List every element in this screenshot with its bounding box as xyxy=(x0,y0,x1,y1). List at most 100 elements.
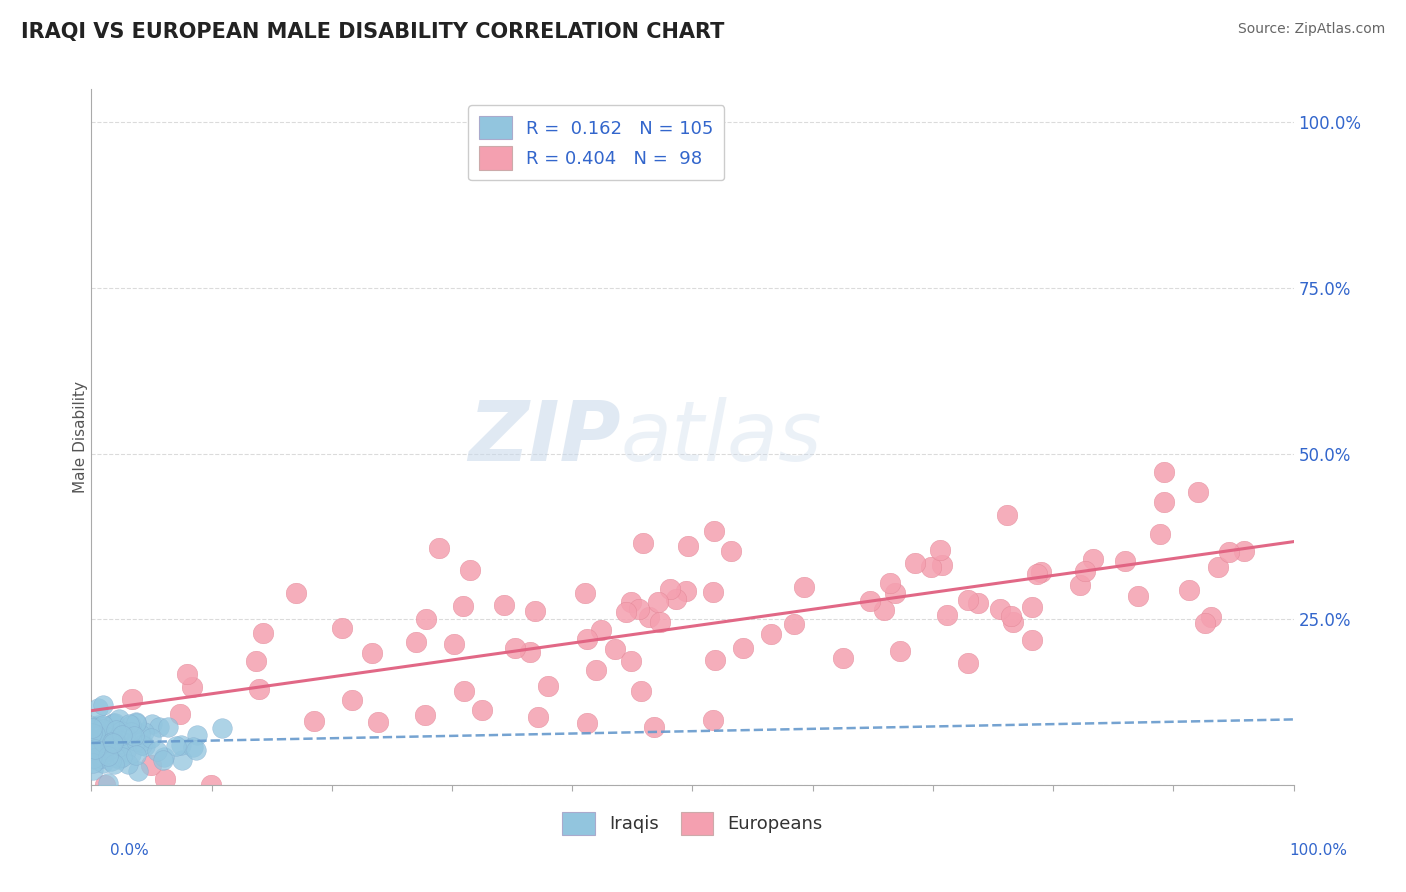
Point xyxy=(1001,615,1024,629)
Point xyxy=(110,723,132,738)
Point xyxy=(245,654,267,668)
Point xyxy=(956,592,979,607)
Point xyxy=(614,605,637,619)
Point xyxy=(1153,495,1175,509)
Point xyxy=(1029,566,1052,580)
Point xyxy=(330,621,353,635)
Point xyxy=(96,730,118,744)
Point xyxy=(211,721,233,735)
Point xyxy=(702,584,724,599)
Point xyxy=(1187,484,1209,499)
Point xyxy=(97,748,120,763)
Point xyxy=(630,684,652,698)
Point xyxy=(988,602,1011,616)
Point xyxy=(503,641,526,656)
Point xyxy=(125,716,148,731)
Point xyxy=(127,764,149,779)
Point xyxy=(665,591,688,606)
Point xyxy=(1069,577,1091,591)
Point xyxy=(1073,565,1095,579)
Point xyxy=(415,612,437,626)
Point xyxy=(93,735,115,749)
Point xyxy=(576,632,599,646)
Point xyxy=(91,718,114,732)
Point xyxy=(84,721,107,735)
Point xyxy=(84,733,107,747)
Point xyxy=(86,741,108,756)
Point xyxy=(82,725,104,739)
Point xyxy=(832,651,855,665)
Point xyxy=(104,716,127,731)
Point xyxy=(1126,589,1149,603)
Point xyxy=(97,776,120,790)
Point xyxy=(519,644,541,658)
Text: 0.0%: 0.0% xyxy=(110,843,149,858)
Point xyxy=(620,595,643,609)
Point xyxy=(121,691,143,706)
Point xyxy=(413,708,436,723)
Point xyxy=(86,753,108,767)
Point xyxy=(731,640,754,655)
Point xyxy=(89,749,111,764)
Point xyxy=(82,731,104,746)
Point xyxy=(91,749,114,764)
Point xyxy=(108,752,131,766)
Text: 100.0%: 100.0% xyxy=(1289,843,1347,858)
Point xyxy=(90,743,112,757)
Point xyxy=(80,718,103,732)
Point xyxy=(84,743,107,757)
Point xyxy=(91,756,114,770)
Point xyxy=(603,642,626,657)
Point xyxy=(93,729,115,743)
Point xyxy=(783,616,806,631)
Point xyxy=(1206,560,1229,574)
Point xyxy=(872,602,894,616)
Point xyxy=(1021,632,1043,647)
Point xyxy=(94,778,117,792)
Point xyxy=(101,735,124,749)
Point xyxy=(492,598,515,612)
Point xyxy=(1201,609,1223,624)
Legend: Iraqis, Europeans: Iraqis, Europeans xyxy=(555,805,830,842)
Point xyxy=(1021,599,1043,614)
Point xyxy=(108,725,131,739)
Point xyxy=(1178,582,1201,597)
Point xyxy=(1194,615,1216,630)
Point xyxy=(134,725,156,739)
Point xyxy=(120,747,142,761)
Point xyxy=(675,584,697,599)
Point xyxy=(87,743,110,757)
Point xyxy=(458,563,481,577)
Point xyxy=(107,712,129,726)
Point xyxy=(302,714,325,729)
Point xyxy=(98,734,121,748)
Point xyxy=(86,744,108,758)
Point xyxy=(97,743,120,757)
Point xyxy=(759,626,782,640)
Point xyxy=(84,742,107,756)
Point xyxy=(720,543,742,558)
Point xyxy=(585,663,607,677)
Point xyxy=(82,721,104,735)
Point xyxy=(111,750,134,764)
Point xyxy=(124,729,146,743)
Point xyxy=(155,772,177,786)
Point xyxy=(1149,526,1171,541)
Point xyxy=(112,724,135,739)
Point xyxy=(1081,552,1104,566)
Point xyxy=(83,739,105,753)
Point xyxy=(86,743,108,757)
Point xyxy=(120,718,142,732)
Point xyxy=(91,719,114,733)
Point xyxy=(90,732,112,747)
Point xyxy=(643,720,665,734)
Point xyxy=(702,713,724,727)
Point xyxy=(170,738,193,752)
Point xyxy=(181,680,204,694)
Point xyxy=(1233,543,1256,558)
Text: Source: ZipAtlas.com: Source: ZipAtlas.com xyxy=(1237,22,1385,37)
Point xyxy=(633,536,655,550)
Point xyxy=(87,701,110,715)
Point xyxy=(117,756,139,771)
Point xyxy=(620,654,643,668)
